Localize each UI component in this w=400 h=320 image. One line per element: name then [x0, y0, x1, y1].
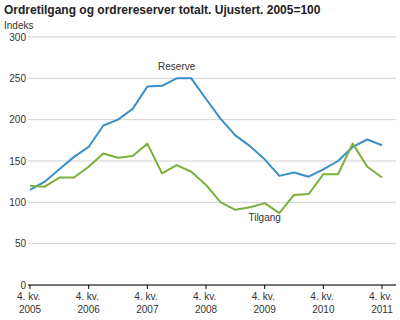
- series-line: [30, 78, 382, 190]
- x-tick: [88, 285, 89, 289]
- x-tick-label: 4. kv. 2011: [369, 291, 395, 315]
- x-tick: [382, 285, 383, 289]
- y-tick-label: 150: [9, 156, 26, 167]
- y-tick-label: 0: [20, 280, 26, 291]
- y-tick-label: 250: [9, 73, 26, 84]
- grid-line: [28, 161, 396, 162]
- series-label: Tilgang: [248, 212, 280, 223]
- x-tick: [30, 285, 31, 289]
- x-tick: [323, 285, 324, 289]
- x-tick-label: 4. kv. 2008: [193, 291, 219, 315]
- series-label: Reserve: [158, 61, 196, 72]
- x-tick: [147, 285, 148, 289]
- x-tick-label: 4. kv. 2009: [252, 291, 278, 315]
- x-tick-label: 4. kv. 2006: [76, 291, 102, 315]
- plot-area: [30, 78, 382, 213]
- y-label: Indeks: [4, 20, 33, 31]
- y-tick-label: 300: [9, 32, 26, 43]
- y-tick-label: 100: [9, 197, 26, 208]
- x-tick-label: 4. kv. 2005: [17, 291, 43, 315]
- y-tick-label: 200: [9, 114, 26, 125]
- x-axis: [28, 285, 396, 286]
- x-tick-label: 4. kv. 2007: [134, 291, 160, 315]
- grid-line: [28, 78, 396, 79]
- grid-line: [28, 285, 396, 286]
- x-tick: [206, 285, 207, 289]
- grid-line: [28, 243, 396, 244]
- grid-line: [28, 202, 396, 203]
- x-tick: [264, 285, 265, 289]
- series-line: [30, 144, 382, 213]
- grid-line: [28, 119, 396, 120]
- y-tick-label: 50: [15, 238, 27, 249]
- grid-line: [28, 37, 396, 38]
- x-tick-label: 4. kv. 2010: [310, 291, 336, 315]
- title: Ordretilgang og ordrereserver totalt. Uj…: [4, 3, 321, 17]
